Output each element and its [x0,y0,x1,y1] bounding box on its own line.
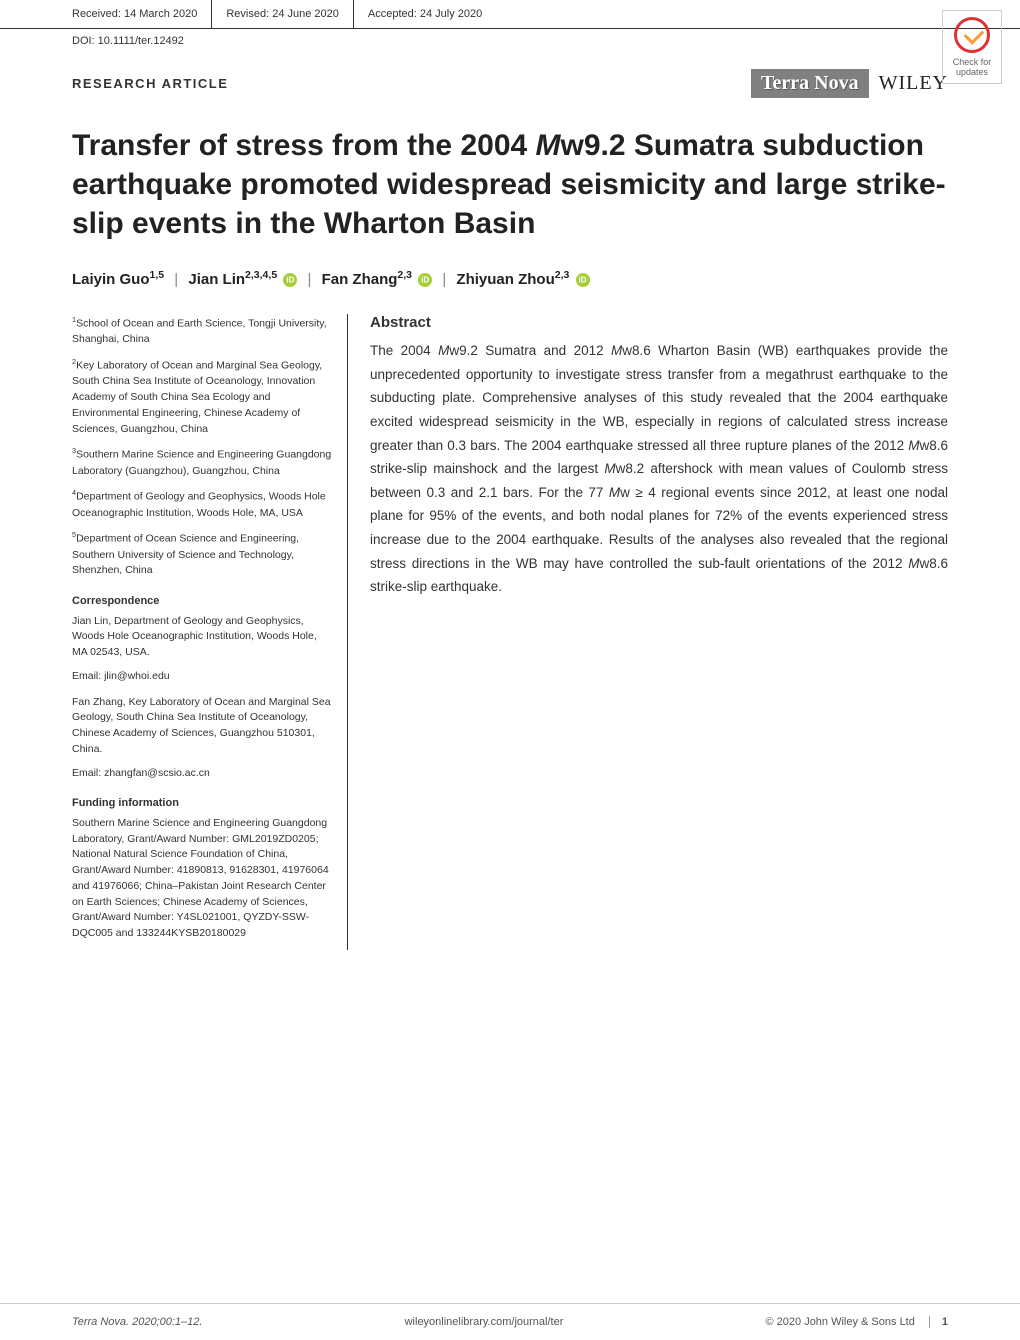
affiliation: 2Key Laboratory of Ocean and Marginal Se… [72,356,333,437]
journal-name: Terra Nova [751,69,869,98]
correspondence-email-2: Email: zhangfan@scsio.ac.cn [72,766,333,782]
check-icon [954,17,990,53]
affiliation: 5Department of Ocean Science and Enginee… [72,529,333,579]
sidebar-metadata: 1School of Ocean and Earth Science, Tong… [72,314,348,950]
article-type: RESEARCH ARTICLE [72,76,228,91]
page-number: 1 [929,1316,948,1328]
affiliation: 1School of Ocean and Earth Science, Tong… [72,314,333,348]
correspondence-heading: Correspondence [72,593,333,610]
doi: DOI: 10.1111/ter.12492 [0,29,1020,61]
abstract-heading: Abstract [370,314,948,331]
publisher-name: WILEY [879,72,948,95]
check-updates-badge[interactable]: Check for updates [942,10,1002,84]
author: Zhiyuan Zhou2,3 [456,271,589,288]
abstract-section: Abstract The 2004 Mw9.2 Sumatra and 2012… [370,314,948,950]
correspondence-2: Fan Zhang, Key Laboratory of Ocean and M… [72,695,333,758]
journal-logo: Terra Nova WILEY [751,69,948,98]
author-separator: | [438,271,450,288]
orcid-icon[interactable] [283,273,297,287]
footer-citation: Terra Nova. 2020;00:1–12. [72,1316,202,1328]
author: Fan Zhang2,3 [322,271,433,288]
author-list: Laiyin Guo1,5 | Jian Lin2,3,4,5 | Fan Zh… [0,269,1020,314]
correspondence-1: Jian Lin, Department of Geology and Geop… [72,614,333,661]
footer-copyright: © 2020 John Wiley & Sons Ltd [766,1316,915,1328]
check-updates-label: Check for updates [943,57,1001,77]
correspondence-email-1: Email: jlin@whoi.edu [72,669,333,685]
page-footer: Terra Nova. 2020;00:1–12. wileyonlinelib… [0,1303,1020,1340]
article-title: Transfer of stress from the 2004 Mw9.2 S… [0,116,1020,269]
funding-heading: Funding information [72,795,333,812]
orcid-icon[interactable] [418,273,432,287]
author: Jian Lin2,3,4,5 [188,271,297,288]
affiliation: 3Southern Marine Science and Engineering… [72,445,333,479]
funding-text: Southern Marine Science and Engineering … [72,816,333,942]
author-separator: | [170,271,182,288]
revised-date: Revised: 24 June 2020 [212,0,354,28]
received-date: Received: 14 March 2020 [0,0,212,28]
accepted-date: Accepted: 24 July 2020 [354,0,496,28]
orcid-icon[interactable] [576,273,590,287]
article-dates-bar: Received: 14 March 2020 Revised: 24 June… [0,0,1020,29]
author: Laiyin Guo1,5 [72,271,164,288]
author-separator: | [303,271,315,288]
footer-url: wileyonlinelibrary.com/journal/ter [405,1316,564,1328]
affiliation: 4Department of Geology and Geophysics, W… [72,487,333,521]
abstract-text: The 2004 Mw9.2 Sumatra and 2012 Mw8.6 Wh… [370,339,948,599]
